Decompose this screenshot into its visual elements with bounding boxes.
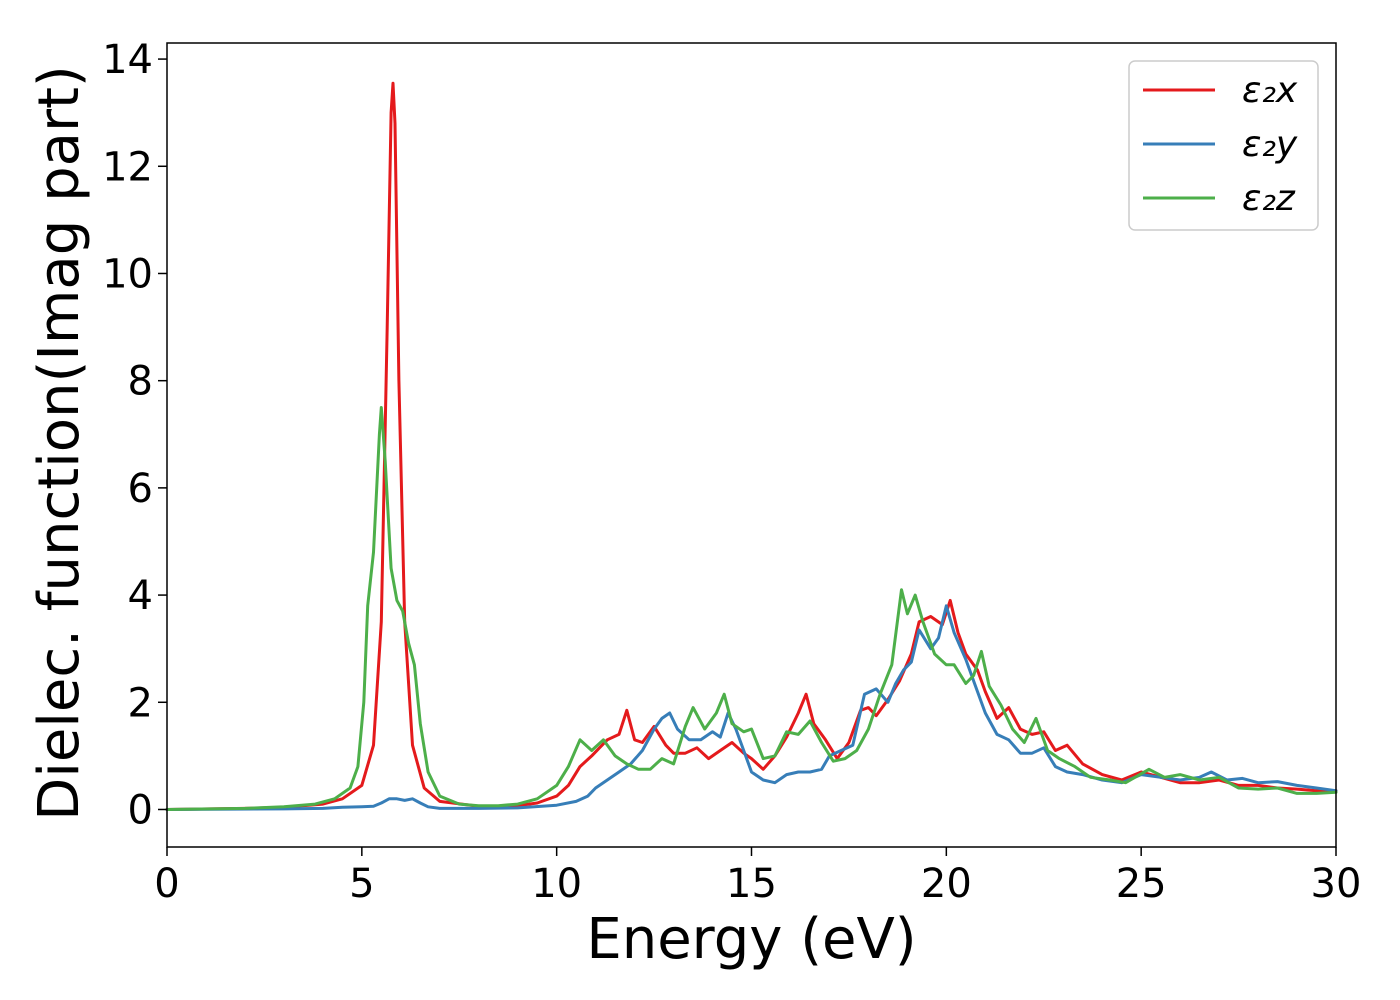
y-tick-label: 14 [102, 37, 153, 83]
x-tick-label: 0 [154, 861, 179, 907]
x-tick-label: 10 [531, 861, 582, 907]
x-tick-label: 20 [921, 861, 972, 907]
y-axis-label: Dielec. function(Imag part) [27, 65, 92, 821]
y-tick-label: 0 [128, 787, 153, 833]
legend: ε₂x ε₂y ε₂z [1128, 60, 1319, 231]
plot-area [165, 42, 1338, 848]
y-tick-label: 6 [128, 466, 153, 512]
series-line-2 [165, 406, 1338, 811]
legend-entry-y: ε₂y [1242, 124, 1298, 165]
series-layer [165, 81, 1338, 811]
legend-entry-z: ε₂z [1242, 178, 1296, 219]
y-tick-label: 2 [128, 680, 153, 726]
x-tick-label: 15 [726, 861, 777, 907]
y-tick-label: 4 [128, 573, 153, 619]
y-tick-label: 12 [102, 144, 153, 190]
x-axis-label: Energy (eV) [586, 907, 916, 972]
y-axis: 0 2 4 6 8 10 12 14 [102, 37, 167, 833]
x-tick-label: 25 [1116, 861, 1167, 907]
y-tick-label: 8 [128, 359, 153, 405]
legend-entry-x: ε₂x [1242, 70, 1298, 111]
x-axis: 0 5 10 15 20 25 30 [154, 847, 1361, 907]
y-tick-label: 10 [102, 251, 153, 297]
legend-box [1128, 60, 1319, 231]
x-tick-label: 5 [349, 861, 374, 907]
x-tick-label: 30 [1311, 861, 1362, 907]
